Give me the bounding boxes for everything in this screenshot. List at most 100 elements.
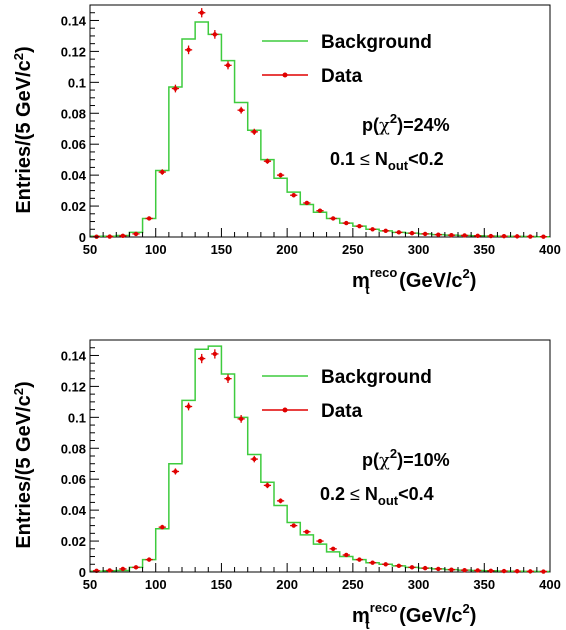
data-point [211,30,219,39]
data-point [434,566,442,572]
data-point [106,234,114,239]
y-tick-label: 0.04 [61,168,87,183]
data-marker [488,568,494,573]
data-marker [199,10,204,15]
y-tick-label: 0.12 [61,44,86,59]
data-point [421,565,429,571]
le-symbol: ≤ [350,484,360,504]
p-chi2-prefix: p( [362,115,379,135]
x-axis-title-unit-sup: 2 [463,601,470,616]
legend-data-label: Data [321,401,363,422]
data-point [290,523,298,528]
data-point [408,230,416,236]
y-axis-title-main: Entries/(5 GeV/c [13,395,35,548]
data-marker [449,567,454,572]
x-tick-label: 300 [408,242,430,257]
data-marker [173,469,178,474]
data-marker [265,159,270,164]
n-symbol: N [370,149,388,169]
data-marker [304,200,310,206]
data-point [513,234,521,239]
data-marker [238,107,244,113]
y-axis-title-end: ) [13,46,35,53]
data-marker [107,234,112,239]
data-point [198,353,206,364]
data-point [198,8,206,18]
x-tick-label: 300 [408,577,430,592]
p-chi2-suffix: )=24% [397,115,450,135]
x-axis-title-main: m [352,270,370,292]
x-axis-title-unit: (GeV/c [394,270,463,292]
data-point [263,482,272,489]
data-point [460,233,469,238]
plot-frame [89,4,551,238]
x-axis-title-main: m [352,605,370,627]
data-marker [370,560,375,565]
data-point [158,524,166,530]
data-marker [160,169,165,175]
data-marker [488,233,494,239]
data-point [460,567,469,573]
data-marker [514,234,520,239]
plot-frame [89,339,551,573]
data-marker [475,568,480,573]
data-point [119,233,127,238]
x-axis-title-unit-end: ) [470,605,477,627]
data-marker [212,351,218,357]
y-tick-label: 0.1 [68,75,86,90]
data-marker [396,230,402,235]
x-axis-title: mreco t (GeV/c2) [352,600,476,630]
n-symbol: N [360,484,378,504]
data-point [132,231,140,237]
data-marker [252,456,257,462]
data-point [408,565,416,570]
data-point [171,468,180,475]
data-marker [409,230,415,236]
x-axis-title-sub: t [365,282,370,297]
p-chi2-label: p(χ2)=24% [362,111,450,136]
x-tick-label: 400 [539,242,561,257]
x-axis-title-sup: reco [370,265,398,280]
data-marker [186,47,191,53]
y-tick-label: 0.06 [61,472,86,487]
fit-annotation: p(χ2)=24% 0.1 ≤ Nout<0.2 [330,111,450,173]
data-marker [317,538,323,544]
data-point [119,566,127,572]
y-tick-label: 0.08 [61,106,86,121]
x-tick-label: 150 [211,577,233,592]
nout-range-prefix: 0.2 [320,484,350,504]
data-point [224,61,232,70]
data-marker [330,216,336,221]
data-marker [317,208,323,213]
legend-data-swatch-marker [282,407,288,413]
x-tick-label: 250 [342,242,364,257]
data-point [526,569,534,574]
data-point [434,232,442,237]
y-axis-title: Entries/(5 GeV/c2) [11,46,36,213]
y-tick-label: 0.14 [61,13,87,28]
data-marker [541,234,546,239]
y-tick-label: 0.06 [61,137,86,152]
data-marker [160,524,165,530]
data-marker [383,228,388,234]
legend-background-label: Background [321,32,432,53]
data-marker [107,568,112,573]
y-tick-label: 0.14 [61,348,87,363]
chi-symbol: χ [379,115,390,136]
data-marker [501,568,507,574]
data-point [303,200,311,206]
y-tick-label: 0.12 [61,379,86,394]
data-marker [120,566,126,572]
data-point [368,560,377,565]
data-marker [173,86,178,91]
y-axis-title: Entries/(5 GeV/c2) [11,381,36,548]
data-point [184,402,193,411]
n-sub: out [378,493,399,508]
data-marker [541,569,546,574]
nout-range-label: 0.1 ≤ Nout<0.2 [330,149,444,173]
data-marker [330,546,336,551]
data-marker [514,569,520,574]
data-marker [133,565,139,570]
data-marker [528,234,533,239]
